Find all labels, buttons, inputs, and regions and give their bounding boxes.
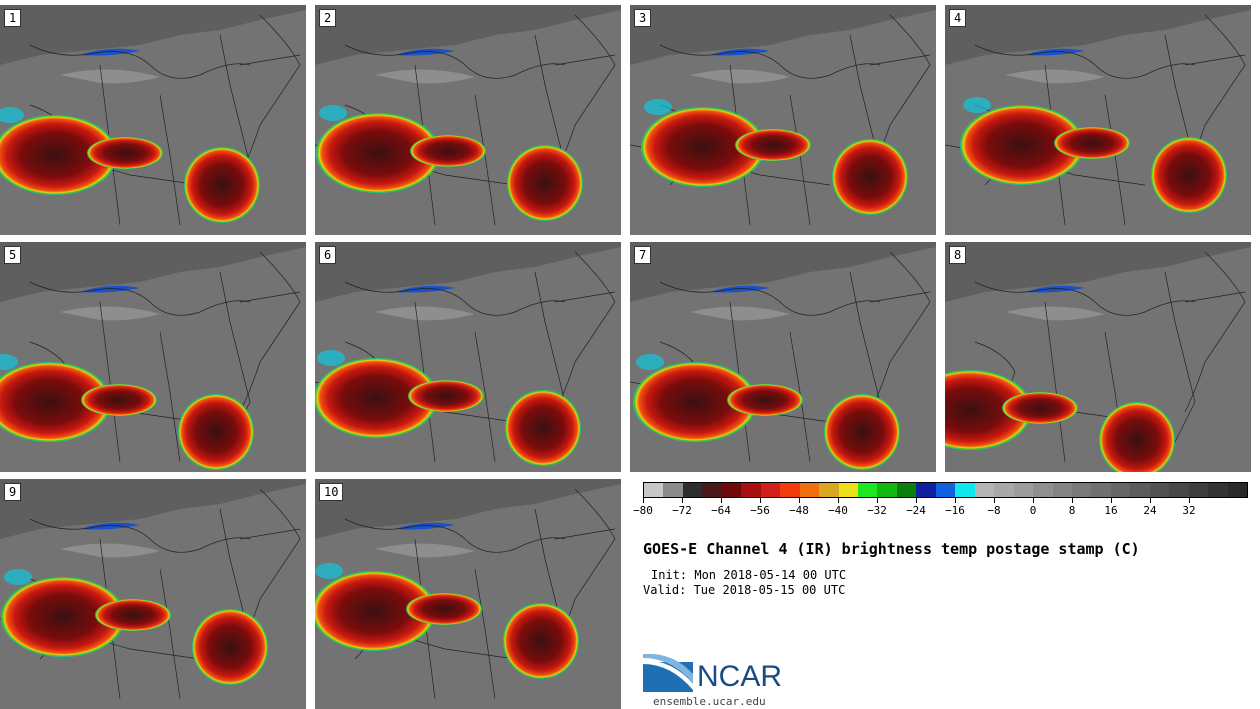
colorbar-swatch [1071,483,1092,497]
map-panel: 5 [0,242,306,472]
colorbar-tick [1033,498,1034,503]
colorbar-swatch [1052,483,1072,497]
colorbar-swatch [896,483,917,497]
ir-map [0,5,306,235]
ir-map [315,242,621,472]
colorbar-swatch [799,483,820,497]
colorbar-tick-label: 32 [1182,504,1196,517]
colorbar-swatch [974,483,995,497]
colorbar-swatch [741,483,761,497]
logo-text: NCAR [697,660,783,693]
ir-map [315,5,621,235]
colorbar-swatch [1013,483,1034,497]
panel-label: 4 [949,9,967,27]
colorbar-tick-label: −32 [867,504,887,517]
colorbar-swatch [935,483,956,497]
colorbar-swatch [955,483,975,497]
panel-label: 5 [4,246,22,264]
ir-map [945,242,1251,472]
init-time: Init: Mon 2018-05-14 00 UTC [651,568,847,582]
ir-map [630,242,936,472]
logo-url: ensemble.ucar.edu [653,695,766,708]
colorbar-swatch [760,483,781,497]
ir-map [630,5,936,235]
colorbar-swatch [994,483,1014,497]
ir-map [0,479,306,709]
colorbar-tick [1111,498,1112,503]
colorbar-swatch [819,483,839,497]
map-panel: 3 [630,5,936,235]
valid-time: Valid: Tue 2018-05-15 00 UTC [643,583,846,597]
colorbar-tick-label: 24 [1143,504,1157,517]
colorbar-swatch [1091,483,1111,497]
panel-label: 2 [319,9,337,27]
colorbar-swatch [702,483,722,497]
colorbar-tick [682,498,683,503]
colorbar-tick [721,498,722,503]
colorbar-swatch [1208,483,1228,497]
colorbar-tick-label: 8 [1068,504,1076,517]
map-panel: 6 [315,242,621,472]
map-panel: 1 [0,5,306,235]
colorbar-tick-label: −56 [750,504,770,517]
colorbar-tick-label: −64 [711,504,731,517]
colorbar-swatch [1033,483,1053,497]
figure-title: GOES-E Channel 4 (IR) brightness temp po… [643,540,1140,558]
colorbar-swatch [721,483,742,497]
colorbar-swatch [1130,483,1150,497]
colorbar-tick [760,498,761,503]
ir-map [0,242,306,472]
colorbar [643,482,1248,498]
colorbar-swatch [1110,483,1131,497]
panel-label: 6 [319,246,337,264]
colorbar-tick [1189,498,1190,503]
colorbar-tick-label: −16 [945,504,965,517]
panel-label: 3 [634,9,652,27]
map-panel: 10 [315,479,621,709]
colorbar-tick-label: 0 [1029,504,1037,517]
colorbar-swatch [663,483,683,497]
colorbar-tick [955,498,956,503]
colorbar-tick-label: −24 [906,504,926,517]
colorbar-swatch [857,483,878,497]
colorbar-tick-label: −80 [633,504,653,517]
map-panel: 9 [0,479,306,709]
map-panel: 7 [630,242,936,472]
colorbar-tick [1150,498,1151,503]
panel-label: 9 [4,483,22,501]
colorbar-swatch [916,483,936,497]
colorbar-swatch [1227,483,1248,497]
colorbar-tick [916,498,917,503]
ir-map [315,479,621,709]
colorbar-swatch [1169,483,1189,497]
colorbar-tick [643,498,644,503]
colorbar-swatch [780,483,800,497]
map-panel: 2 [315,5,621,235]
colorbar-swatch [1149,483,1170,497]
ir-map [945,5,1251,235]
colorbar-ticks: −80 −72 −64 −56 −48 −40 −32 −24 −16 −8 0 8 16 24 32 [633,498,1248,522]
panel-label: 10 [319,483,344,501]
map-panel: 4 [945,5,1251,235]
panel-label: 8 [949,246,967,264]
colorbar-tick [1072,498,1073,503]
colorbar-tick [877,498,878,503]
colorbar-tick-label: −48 [789,504,809,517]
colorbar-tick-label: −40 [828,504,848,517]
ncar-logo-icon [643,654,693,692]
colorbar-tick-label: 16 [1104,504,1118,517]
colorbar-tick [799,498,800,503]
panel-label: 7 [634,246,652,264]
map-panel: 8 [945,242,1251,472]
colorbar-swatch [1188,483,1209,497]
colorbar-swatch [644,483,664,497]
colorbar-swatch [877,483,897,497]
colorbar-swatch [682,483,703,497]
panel-label: 1 [4,9,22,27]
colorbar-tick-label: −8 [987,504,1001,517]
colorbar-tick-label: −72 [672,504,692,517]
colorbar-swatch [838,483,858,497]
colorbar-tick [994,498,995,503]
colorbar-tick [838,498,839,503]
